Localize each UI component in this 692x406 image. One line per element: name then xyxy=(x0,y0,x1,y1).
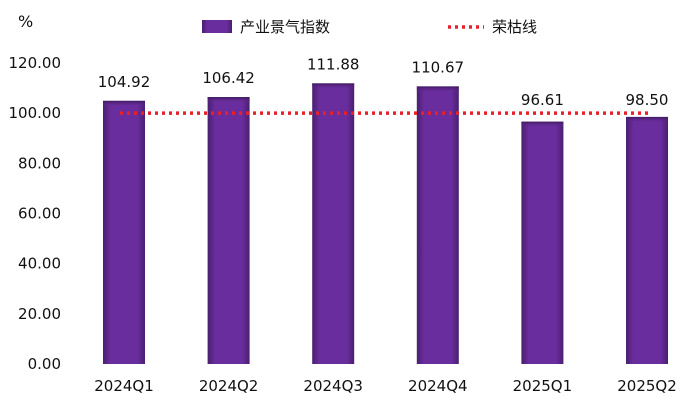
bar xyxy=(207,97,250,364)
y-tick-label: 120.00 xyxy=(9,54,62,72)
data-label: 104.92 xyxy=(98,73,151,91)
legend-label-index: 产业景气指数 xyxy=(240,18,330,36)
bar-top-shade xyxy=(416,86,459,93)
y-tick-label: 100.00 xyxy=(9,104,62,122)
bar-body xyxy=(416,86,459,365)
x-tick-label: 2024Q1 xyxy=(94,377,154,395)
bar-top-shade xyxy=(626,116,668,123)
bar-top-shade xyxy=(521,121,564,128)
data-label: 106.42 xyxy=(202,69,255,87)
data-label: 96.61 xyxy=(521,91,564,109)
y-tick-label: 60.00 xyxy=(18,205,61,223)
data-label: 111.88 xyxy=(307,55,360,73)
y-tick-label: 0.00 xyxy=(28,355,61,373)
y-axis: 0.00 20.00 40.00 60.00 80.00 100.00 120.00 xyxy=(9,54,62,373)
bar-body xyxy=(103,100,145,364)
x-tick-label: 2025Q1 xyxy=(513,377,573,395)
bar-top-shade xyxy=(103,100,145,107)
y-tick-label: 40.00 xyxy=(18,255,61,273)
x-axis: 2024Q1 2024Q2 2024Q3 2024Q4 2025Q1 2025Q2 xyxy=(94,377,677,395)
bar xyxy=(312,83,355,364)
bar xyxy=(103,100,145,364)
y-axis-unit: % xyxy=(18,12,33,31)
bar xyxy=(521,121,564,364)
bar-body xyxy=(207,97,250,364)
x-tick-label: 2024Q3 xyxy=(303,377,363,395)
data-label: 98.50 xyxy=(626,91,669,109)
bar-top-shade xyxy=(207,97,250,104)
x-tick-label: 2024Q4 xyxy=(408,377,468,395)
y-tick-label: 20.00 xyxy=(18,305,61,323)
bar-body xyxy=(521,121,564,364)
bar-series xyxy=(103,83,668,365)
bar-body xyxy=(312,83,355,364)
y-tick-label: 80.00 xyxy=(18,154,61,172)
data-labels: 104.92 106.42 111.88 110.67 96.61 98.50 xyxy=(98,55,669,109)
bar xyxy=(416,86,459,365)
x-tick-label: 2025Q2 xyxy=(617,377,677,395)
legend-label-boom-bust-line: 荣枯线 xyxy=(492,18,537,36)
x-tick-label: 2024Q2 xyxy=(199,377,259,395)
bar xyxy=(626,116,668,364)
data-label: 110.67 xyxy=(412,58,465,76)
legend-swatch-index xyxy=(202,20,232,33)
bar-top-shade xyxy=(312,83,355,90)
bar-body xyxy=(626,116,668,364)
legend: 产业景气指数 荣枯线 xyxy=(202,18,537,36)
